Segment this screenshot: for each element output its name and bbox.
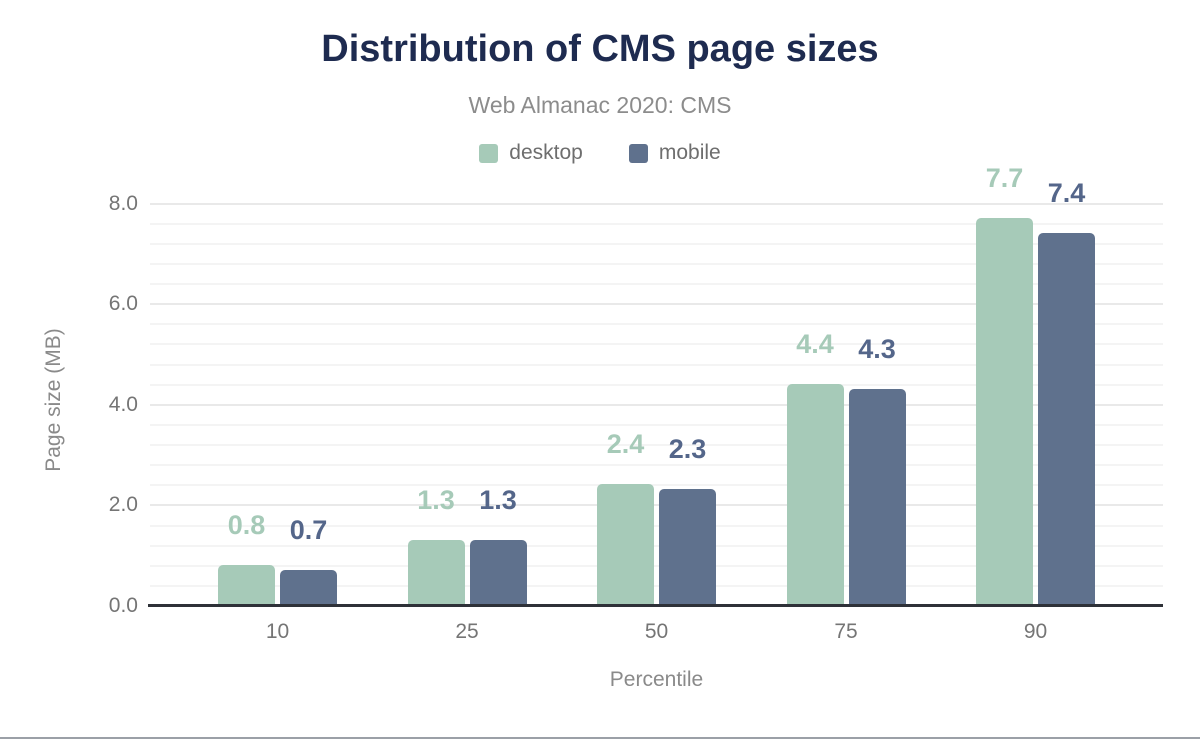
minor-gridline — [150, 525, 1163, 527]
chart-title: Distribution of CMS page sizes — [321, 28, 879, 70]
major-gridline — [150, 203, 1163, 205]
bar-mobile-p10 — [280, 570, 337, 605]
legend-swatch-desktop-icon — [479, 143, 499, 163]
y-tick-label-4.0: 4.0 — [108, 393, 138, 416]
chart-subtitle: Web Almanac 2020: CMS — [468, 92, 732, 118]
y-axis-ticks: 0.0 2.0 4.0 6.0 8.0 — [58, 185, 138, 617]
bar-mobile-p25 — [469, 540, 527, 605]
minor-gridline — [150, 424, 1163, 426]
minor-gridline — [150, 464, 1163, 466]
minor-gridline — [150, 323, 1163, 325]
legend-item-mobile: mobile — [628, 141, 721, 165]
legend-item-desktop: desktop — [479, 141, 583, 165]
bar-mobile-p90 — [1038, 233, 1095, 605]
bar-mobile-p75 — [848, 389, 906, 605]
bar-desktop-p10 — [218, 565, 275, 605]
bar-label-mobile-p75: 4.3 — [858, 334, 896, 364]
x-tick-label-10: 10 — [265, 620, 290, 643]
x-tick-label-25: 25 — [455, 620, 479, 643]
minor-gridline — [150, 384, 1163, 386]
x-tick-label-50: 50 — [644, 620, 669, 643]
minor-gridline — [150, 545, 1163, 547]
plot-area: 0.8 0.7 1.3 1.3 2.4 2.3 4.4 4.3 7.7 7.4 — [148, 163, 1163, 607]
legend-swatch-mobile-icon — [628, 143, 648, 163]
bar-desktop-p90 — [976, 218, 1033, 605]
y-tick-label-8.0: 8.0 — [108, 192, 138, 215]
major-gridline — [150, 504, 1163, 506]
minor-gridline — [150, 585, 1163, 587]
bar-desktop-p25 — [407, 540, 465, 605]
y-tick-label-6.0: 6.0 — [108, 292, 138, 315]
minor-gridline — [150, 565, 1163, 567]
bar-label-mobile-p50: 2.3 — [668, 434, 707, 464]
legend-label-mobile: mobile — [658, 141, 721, 164]
bar-label-desktop-p10: 0.8 — [227, 510, 266, 540]
y-tick-label-0.0: 0.0 — [108, 594, 138, 617]
minor-gridline — [150, 484, 1163, 486]
x-tick-label-75: 75 — [834, 620, 858, 643]
bar-desktop-p50 — [597, 484, 654, 605]
bar-desktop-p75 — [786, 384, 844, 605]
bar-label-mobile-p90: 7.4 — [1047, 178, 1086, 208]
minor-gridline — [150, 243, 1163, 245]
minor-gridline — [150, 444, 1163, 446]
major-gridline — [150, 303, 1163, 305]
minor-gridline — [150, 223, 1163, 225]
bar-label-mobile-p25: 1.3 — [479, 485, 517, 515]
minor-gridline — [150, 343, 1163, 345]
x-axis-ticks: 10 25 50 75 90 — [150, 620, 1163, 650]
legend-label-desktop: desktop — [509, 141, 583, 164]
x-tick-label-90: 90 — [1023, 620, 1048, 643]
legend: desktop mobile — [0, 141, 1200, 165]
bar-label-desktop-p25: 1.3 — [417, 485, 455, 515]
minor-gridline — [150, 263, 1163, 265]
y-tick-label-2.0: 2.0 — [108, 493, 138, 516]
bar-label-mobile-p10: 0.7 — [289, 515, 328, 545]
x-axis-line — [148, 604, 1163, 607]
x-axis-title: Percentile — [609, 668, 704, 691]
bar-label-desktop-p75: 4.4 — [796, 329, 834, 359]
bar-label-desktop-p50: 2.4 — [606, 429, 645, 459]
major-gridline — [150, 404, 1163, 406]
bar-mobile-p50 — [659, 489, 716, 605]
minor-gridline — [150, 283, 1163, 285]
minor-gridline — [150, 364, 1163, 366]
bar-label-desktop-p90: 7.7 — [985, 163, 1024, 193]
bottom-divider — [0, 737, 1200, 739]
